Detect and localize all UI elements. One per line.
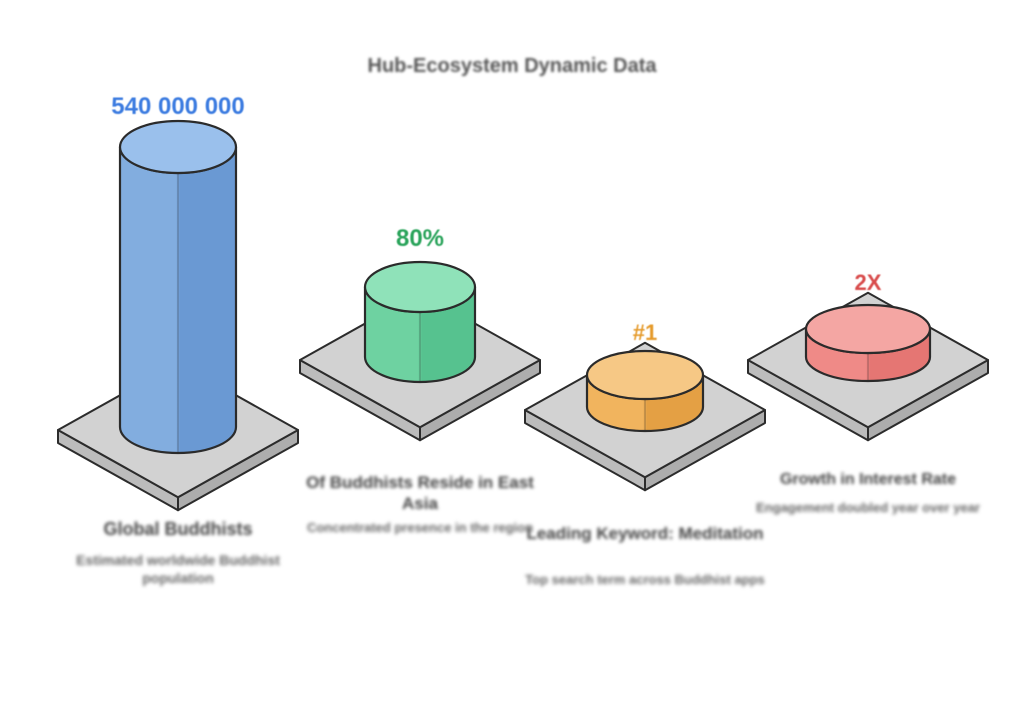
stat-asia: 80% <box>270 225 570 253</box>
cylinder <box>120 121 236 453</box>
cylinder <box>587 351 703 431</box>
subtext-asia: Concentrated presence in the region <box>300 520 540 536</box>
cylinder <box>806 305 930 381</box>
stat-buddhists: 540 000 000 <box>28 93 328 121</box>
heading-asia: Of Buddhists Reside in East Asia <box>300 472 540 515</box>
subtext-buddhists: Estimated worldwide Buddhist population <box>58 552 298 587</box>
stat-growth: 2X <box>718 270 1018 296</box>
heading-buddhists: Global Buddhists <box>58 518 298 541</box>
infographic-stage: Hub-Ecosystem Dynamic Data 540 000 000Gl… <box>0 0 1024 707</box>
subtext-keyword: Top search term across Buddhist apps <box>525 572 765 588</box>
heading-keyword: Leading Keyword: Meditation <box>525 523 765 544</box>
heading-growth: Growth in Interest Rate <box>748 470 988 490</box>
subtext-growth: Engagement doubled year over year <box>748 500 988 516</box>
cylinder <box>365 262 475 382</box>
stat-keyword: #1 <box>495 320 795 346</box>
